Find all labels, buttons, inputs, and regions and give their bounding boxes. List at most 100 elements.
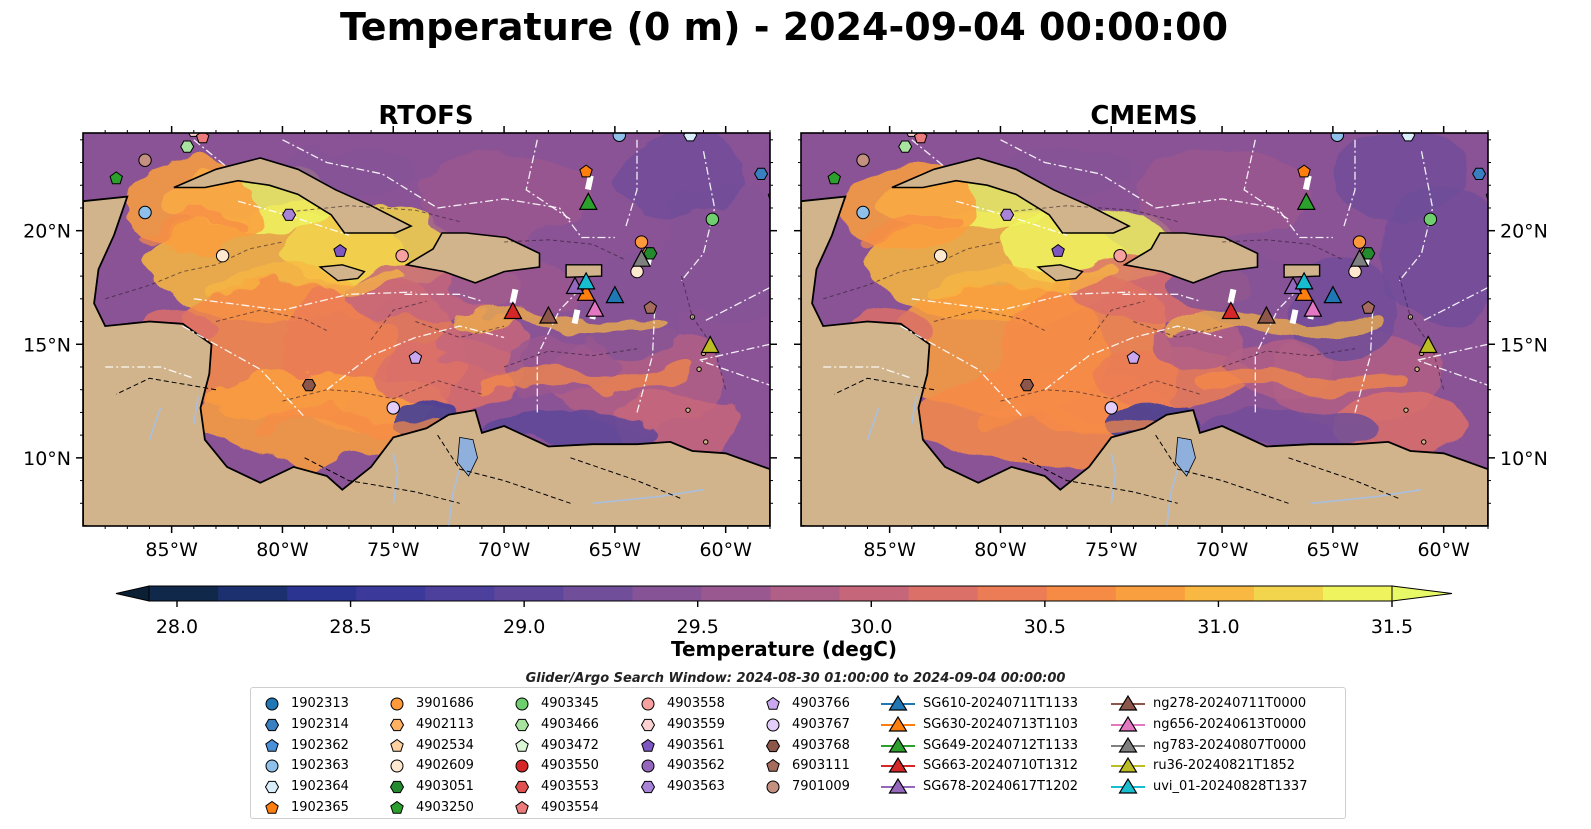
legend-item: SG663-20240710T1312 bbox=[881, 756, 1078, 777]
legend-item: 4902113 bbox=[386, 715, 474, 736]
eez-boundary bbox=[182, 325, 306, 418]
argo-marker-4902609 bbox=[215, 248, 230, 263]
land-isthmus bbox=[83, 482, 305, 526]
colorbar-bin bbox=[356, 586, 426, 601]
eez-boundary bbox=[237, 200, 350, 236]
land-mainland bbox=[83, 195, 770, 526]
colorbar-under-extension bbox=[115, 585, 150, 602]
legend-label: ru36-20240821T1852 bbox=[1153, 758, 1296, 774]
x-tick-label: 60°W bbox=[1417, 539, 1470, 561]
legend-marker-icon bbox=[390, 697, 404, 711]
legend-marker-icon bbox=[390, 738, 404, 752]
colorbar-over-extension bbox=[1391, 585, 1453, 602]
legend-marker-icon bbox=[390, 800, 404, 814]
legend: 1902313 1902314 1902362 1902363 1902364 19023… bbox=[250, 687, 1346, 819]
legend-item: 4903250 bbox=[386, 797, 474, 818]
colorbar-bin bbox=[494, 586, 564, 601]
legend-label: SG610-20240711T1133 bbox=[923, 696, 1079, 712]
legend-marker-icon bbox=[640, 718, 656, 732]
depth-contour bbox=[680, 275, 727, 390]
sst-filament bbox=[860, 209, 964, 249]
legend-label: 4902534 bbox=[416, 737, 474, 753]
glider-track bbox=[1289, 309, 1299, 325]
land-island bbox=[696, 366, 702, 372]
legend-marker-icon bbox=[515, 800, 529, 814]
colorbar-frame bbox=[148, 585, 1393, 602]
legend-marker-icon bbox=[640, 780, 656, 794]
argo-marker-3901686 bbox=[634, 235, 649, 249]
eez-boundary bbox=[1254, 287, 1301, 413]
panel-title-cmems: CMEMS bbox=[1090, 101, 1197, 131]
colorbar-bin bbox=[287, 586, 357, 601]
legend-item: ng278-20240711T0000 bbox=[1111, 694, 1307, 715]
glider-marker-SG649-20240712T1133 bbox=[1296, 192, 1316, 210]
legend-column: 4903558 4903559 4903561 4903562 4903563 bbox=[637, 694, 725, 797]
eez-boundary bbox=[193, 291, 416, 311]
legend-item: 4903466 bbox=[511, 715, 599, 736]
river bbox=[148, 407, 162, 440]
legend-label: uvi_01-20240828T1337 bbox=[1153, 779, 1308, 795]
legend-item: 4902609 bbox=[386, 756, 474, 777]
sst-patch bbox=[1377, 185, 1488, 322]
y-tick-label: 20°N bbox=[23, 221, 71, 243]
colorbar-bin bbox=[425, 586, 495, 601]
legend-marker-icon bbox=[881, 757, 915, 774]
river bbox=[592, 488, 704, 505]
legend-item: 1902365 bbox=[261, 797, 349, 818]
legend-item: 1902314 bbox=[261, 715, 349, 736]
legend-marker-icon bbox=[265, 800, 279, 814]
y-tick-label: 20°N bbox=[1500, 221, 1548, 243]
legend-label: 1902363 bbox=[291, 758, 349, 774]
colorbar-bin bbox=[701, 586, 772, 601]
legend-marker-icon bbox=[881, 695, 915, 711]
glider-marker-SG610-20240711T1133 bbox=[1323, 285, 1343, 304]
sst-patch bbox=[659, 185, 770, 322]
y-tick-label: 15°N bbox=[23, 334, 71, 356]
depth-contour bbox=[1222, 239, 1345, 261]
glider-marker-uvi_01-20240828T1337 bbox=[1294, 271, 1314, 290]
legend-label: 4903345 bbox=[541, 696, 599, 712]
argo-marker-4902609 bbox=[1348, 264, 1362, 279]
eez-boundary bbox=[823, 366, 913, 379]
legend-label: 4902609 bbox=[416, 758, 474, 774]
legend-label: SG649-20240712T1133 bbox=[923, 737, 1079, 753]
river bbox=[1165, 468, 1179, 526]
colorbar-bin bbox=[770, 586, 841, 601]
land-isthmus bbox=[801, 482, 1023, 526]
legend-item: 1902364 bbox=[261, 777, 349, 798]
y-tick-label: 10°N bbox=[1500, 448, 1548, 470]
colorbar-tick-label: 29.5 bbox=[677, 616, 719, 638]
land-island bbox=[685, 407, 691, 413]
legend-marker-icon bbox=[766, 759, 780, 773]
legend-label: 4903558 bbox=[667, 696, 725, 712]
colorbar-tick-label: 31.0 bbox=[1197, 616, 1239, 638]
legend-item: uvi_01-20240828T1337 bbox=[1111, 777, 1307, 798]
eez-boundary bbox=[680, 151, 716, 282]
sst-filament bbox=[209, 262, 401, 295]
legend-label: 4903562 bbox=[667, 758, 725, 774]
legend-label: 4903559 bbox=[667, 717, 725, 733]
glider-track bbox=[509, 288, 519, 304]
border-line bbox=[304, 457, 460, 504]
land-cuba bbox=[891, 157, 1131, 234]
colorbar-bin bbox=[1046, 586, 1117, 601]
colorbar-bin bbox=[908, 586, 979, 601]
legend-label: 1902313 bbox=[291, 696, 349, 712]
sst-filament bbox=[1192, 364, 1407, 395]
lake-maracaibo bbox=[457, 436, 478, 477]
glider-marker-ng656-20240613T0000 bbox=[585, 298, 605, 317]
glider-marker-ng783-20240807T0000 bbox=[1350, 248, 1369, 267]
depth-contour bbox=[282, 380, 483, 402]
legend-label: 4903250 bbox=[416, 799, 474, 815]
land-island bbox=[1414, 366, 1420, 372]
legend-marker-icon bbox=[389, 718, 405, 732]
eez-boundary bbox=[636, 307, 656, 413]
legend-label: ng783-20240807T0000 bbox=[1153, 737, 1307, 753]
argo-marker-6903111 bbox=[1361, 300, 1376, 314]
colorbar-bin bbox=[1322, 586, 1393, 601]
legend-item: 4903550 bbox=[511, 756, 599, 777]
sst-filament bbox=[452, 309, 667, 341]
x-tick-label: 65°W bbox=[1307, 539, 1360, 561]
depth-contour bbox=[1000, 380, 1201, 402]
